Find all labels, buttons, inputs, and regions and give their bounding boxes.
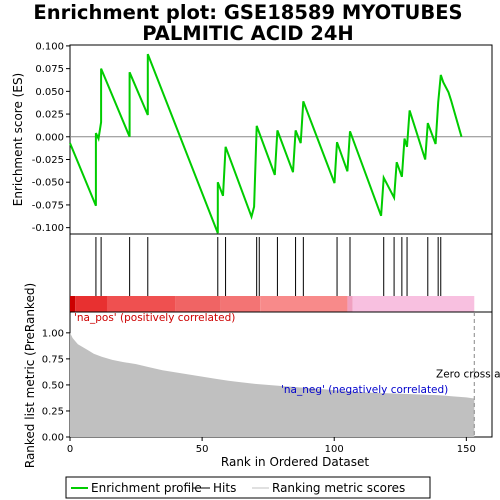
ranking-bar-segment (107, 296, 176, 312)
title-line-2: PALMITIC ACID 24H (142, 22, 353, 45)
metric-x-tick-label: 100 (325, 444, 344, 455)
es-y-tick-label: 0.075 (35, 64, 64, 75)
legend: Enrichment profile Hits Ranking metric sco… (66, 477, 430, 498)
ranking-color-bar (70, 296, 474, 312)
hits-panel (70, 234, 492, 312)
es-y-axis-label: Enrichment score (ES) (11, 73, 25, 206)
ranking-bar-segment (260, 296, 347, 312)
es-y-tick-label: -0.025 (32, 155, 64, 166)
legend-item-label: Hits (213, 481, 236, 495)
es-y-tick-label: -0.050 (32, 178, 64, 189)
es-y-ticks: 0.100 0.075 0.050 0.025 0.000 -0.025 -0.050 -0.… (32, 41, 70, 234)
metric-y-tick-label: 0.25 (42, 406, 64, 417)
ranking-bar-segment (347, 296, 352, 312)
metric-y-tick-label: 0.75 (42, 354, 64, 365)
ranking-bar-segment (176, 296, 221, 312)
es-panel: 0.100 0.075 0.050 0.025 0.000 -0.025 -0.050 -0.… (11, 41, 492, 234)
metric-y-axis-label: Ranked list metric (PreRanked) (23, 283, 37, 468)
metric-x-tick-label: 50 (196, 444, 209, 455)
es-y-tick-label: 0.025 (35, 110, 64, 121)
positive-correlation-label: 'na_pos' (positively correlated) (74, 312, 235, 324)
metric-x-axis-label: Rank in Ordered Dataset (221, 455, 369, 469)
metric-x-ticks: 0 50 100 150 (67, 437, 476, 455)
es-y-tick-label: -0.075 (32, 200, 64, 211)
metric-x-tick-label: 0 (67, 444, 73, 455)
legend-item-label: Ranking metric scores (272, 481, 405, 495)
es-y-tick-label: -0.100 (32, 223, 64, 234)
metric-y-tick-label: 0.00 (42, 433, 64, 444)
ranking-bar-segment (70, 296, 75, 312)
metric-y-tick-label: 0.50 (42, 380, 64, 391)
negative-correlation-label: 'na_neg' (negatively correlated) (281, 384, 448, 396)
es-y-tick-label: 0.000 (35, 132, 64, 143)
ranking-bar-segment (353, 296, 475, 312)
enrichment-profile-line (70, 54, 462, 233)
metric-x-tick-label: 150 (457, 444, 476, 455)
hit-lines (96, 237, 441, 296)
es-y-tick-label: 0.100 (35, 41, 64, 52)
legend-item-label: Enrichment profile (91, 481, 202, 495)
es-y-tick-label: 0.050 (35, 87, 64, 98)
metric-y-ticks: 0.00 0.25 0.50 0.75 1.00 (42, 328, 70, 443)
zero-cross-label: Zero cross at 153 (436, 369, 500, 381)
ranking-bar-segment (75, 296, 107, 312)
metric-y-tick-label: 1.00 (42, 328, 64, 339)
ranking-bar-segment (221, 296, 261, 312)
title-line-1: Enrichment plot: GSE18589 MYOTUBES (33, 1, 462, 24)
